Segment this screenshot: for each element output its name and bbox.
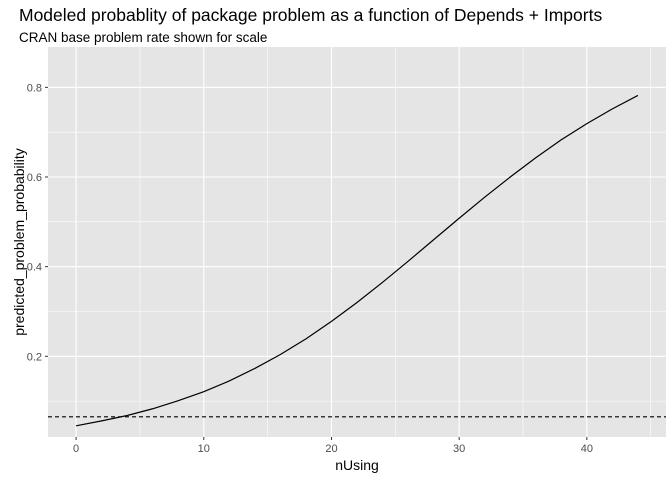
y-tick-label: 0.2	[27, 351, 42, 363]
x-tick-label: 10	[198, 443, 210, 455]
chart-subtitle: CRAN base problem rate shown for scale	[19, 30, 268, 45]
y-tick-label: 0.8	[27, 82, 42, 94]
x-tick-label: 40	[581, 443, 593, 455]
x-tick-label: 30	[453, 443, 465, 455]
minor-gridlines	[48, 47, 666, 437]
plot-panel	[48, 47, 666, 437]
chart-title: Modeled probablity of package problem as…	[19, 5, 603, 25]
probability-curve	[75, 94, 639, 427]
major-gridlines	[48, 47, 666, 437]
x-tick-label: 20	[325, 443, 337, 455]
y-tick-label: 0.6	[27, 172, 42, 184]
x-axis-title: nUsing	[335, 457, 379, 473]
y-tick-label: 0.4	[27, 262, 42, 274]
y-axis-ticks: 0.2 0.4 0.6 0.8	[27, 82, 48, 363]
x-tick-label: 0	[73, 443, 79, 455]
y-axis-title: predicted_problem_probability	[11, 148, 27, 336]
x-axis-ticks: 0 10 20 30 40	[73, 437, 593, 455]
